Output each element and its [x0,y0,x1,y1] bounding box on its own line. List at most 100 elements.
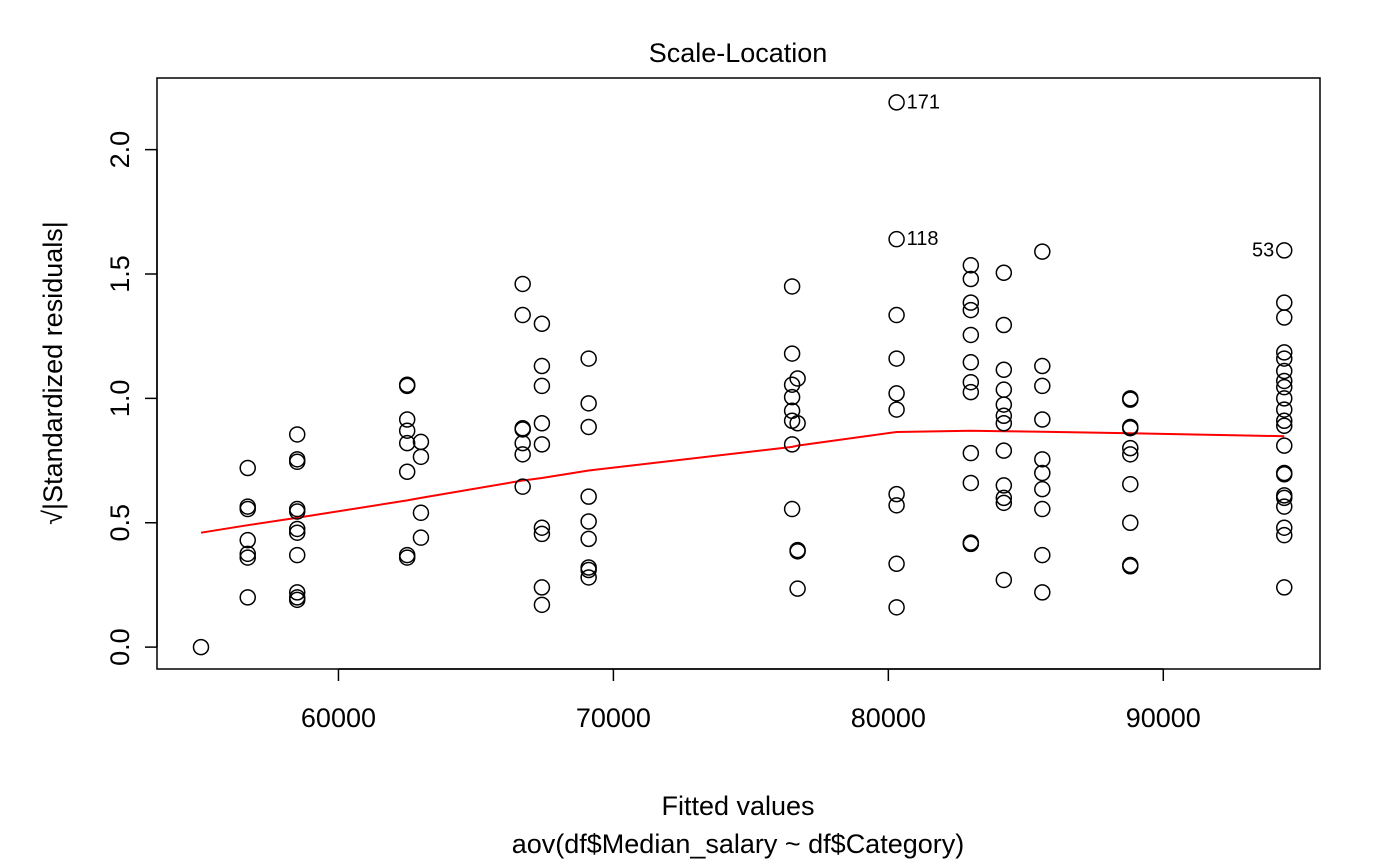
data-point [580,530,597,548]
data-point [962,270,980,288]
data-point [288,591,306,609]
y-axis-label-text: |Standardized residuals| [38,221,68,510]
data-point [288,503,306,520]
data-point [1276,465,1293,483]
data-point [533,414,551,432]
data-point [962,474,980,492]
data-point [995,381,1013,398]
data-point [1122,391,1139,408]
data-point [1122,558,1139,575]
data-point [1034,546,1051,564]
x-tick-label: 90000 [1126,703,1201,733]
data-point [412,448,430,466]
data-point [962,301,980,319]
data-point [1276,498,1293,515]
data-point [1276,309,1293,326]
data-point [789,580,806,597]
data-point [888,555,905,573]
data-point [288,520,306,538]
data-point [514,478,531,495]
y-tick-label: 1.0 [105,380,135,418]
data-point [783,278,801,295]
data-point [995,477,1013,494]
data-point [398,377,416,395]
y-tick-label: 2.0 [105,131,135,169]
data-point [1276,401,1293,418]
data-point [962,354,980,371]
data-point [398,434,416,452]
data-point [1122,475,1139,493]
y-axis-label-sqrt: √ [38,510,68,525]
data-point [533,436,551,453]
data-point [789,370,806,387]
y-tick-label: 1.5 [105,255,135,293]
data-point [1122,446,1139,463]
data-point [995,361,1013,379]
data-point [1276,579,1293,596]
data-point [1034,377,1051,395]
data-point [1276,390,1293,407]
data-point [888,385,905,402]
data-point [1034,243,1051,260]
data-point [995,442,1013,459]
data-point [1276,378,1293,396]
data-point [1276,464,1293,482]
data-point [962,383,980,401]
y-tick-label: 0.0 [105,628,135,666]
data-point [580,418,597,436]
data-point [995,316,1013,334]
data-point [533,377,551,395]
smooth-line-layer [200,429,1285,534]
data-point [533,596,551,614]
data-point [1122,419,1139,437]
data-point [888,497,905,514]
data-point [888,94,905,111]
chart-title: Scale-Location [649,38,828,68]
data-point [580,513,597,530]
data-point [995,414,1013,432]
point-label: 171 [907,91,940,113]
data-point [1276,526,1293,544]
data-point [239,549,256,566]
data-point [783,388,801,406]
data-point [514,306,531,324]
data-point [1034,480,1051,498]
data-point [1034,411,1051,428]
x-tick-label: 70000 [576,703,651,733]
data-point [398,376,416,393]
y-axis: 0.0 0.5 1.0 1.5 2.0 [105,131,158,666]
data-point [995,489,1013,507]
data-point [789,543,806,560]
data-point [1276,242,1293,259]
data-point [1034,451,1051,468]
point-labels-layer: 171 118 53 [907,91,1275,261]
data-point [533,579,551,596]
data-point [288,546,306,564]
data-point [995,264,1013,282]
data-point [789,414,806,432]
x-tick-label: 80000 [851,703,926,733]
data-point [1034,357,1051,375]
data-point [288,453,306,471]
data-point [239,531,256,549]
y-axis-label: √|Standardized residuals| [38,221,68,525]
data-point [580,569,597,586]
data-point [288,584,306,601]
data-point [533,519,551,536]
data-point [995,571,1013,589]
data-point [1276,294,1293,311]
data-point [783,376,801,393]
data-point [398,422,416,439]
data-point [1122,439,1139,457]
data-point [239,500,256,518]
data-point [888,401,905,418]
data-point [888,350,905,367]
data-point [1122,556,1139,574]
data-point [398,411,416,428]
data-point [1276,519,1293,536]
point-label: 53 [1252,239,1274,261]
data-point [783,436,801,453]
data-point [580,488,597,505]
data-point [412,504,430,522]
data-point [533,525,551,543]
